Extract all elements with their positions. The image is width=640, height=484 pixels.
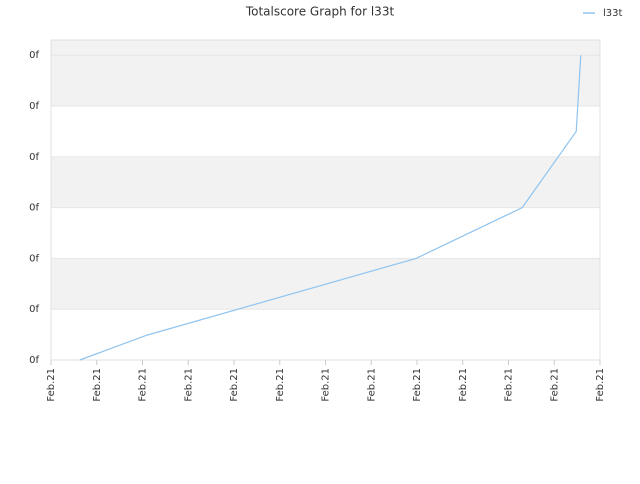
- x-tick-label: Feb.21: [458, 368, 469, 402]
- x-tick-label: Feb.21: [138, 368, 149, 402]
- x-tick-label: Feb.21: [366, 368, 377, 402]
- plot-band: [51, 40, 600, 56]
- x-tick-label: Feb.21: [504, 368, 515, 402]
- plot-band: [51, 55, 600, 107]
- y-tick-label: 0f: [29, 304, 39, 315]
- y-tick-label: 0f: [29, 203, 39, 214]
- chart-title: Totalscore Graph for l33t: [245, 5, 395, 19]
- x-tick-label: Feb.21: [549, 368, 560, 402]
- x-tick-label: Feb.21: [275, 368, 286, 402]
- x-tick-label: Feb.21: [46, 368, 57, 402]
- y-tick-label: 0f: [29, 355, 39, 366]
- y-tick-label: 0f: [29, 253, 39, 264]
- x-tick-label: Feb.21: [321, 368, 332, 402]
- series-line: [79, 55, 582, 361]
- y-tick-label: 0f: [29, 152, 39, 163]
- x-tick-label: Feb.21: [595, 368, 606, 402]
- y-tick-label: 0f: [29, 101, 39, 112]
- x-tick-label: Feb.21: [229, 368, 240, 402]
- x-tick-label: Feb.21: [412, 368, 423, 402]
- x-tick-label: Feb.21: [183, 368, 194, 402]
- x-tick-label: Feb.21: [92, 368, 103, 402]
- y-tick-label: 0f: [29, 50, 39, 61]
- legend-label: l33t: [603, 8, 623, 19]
- plot-band: [51, 156, 600, 208]
